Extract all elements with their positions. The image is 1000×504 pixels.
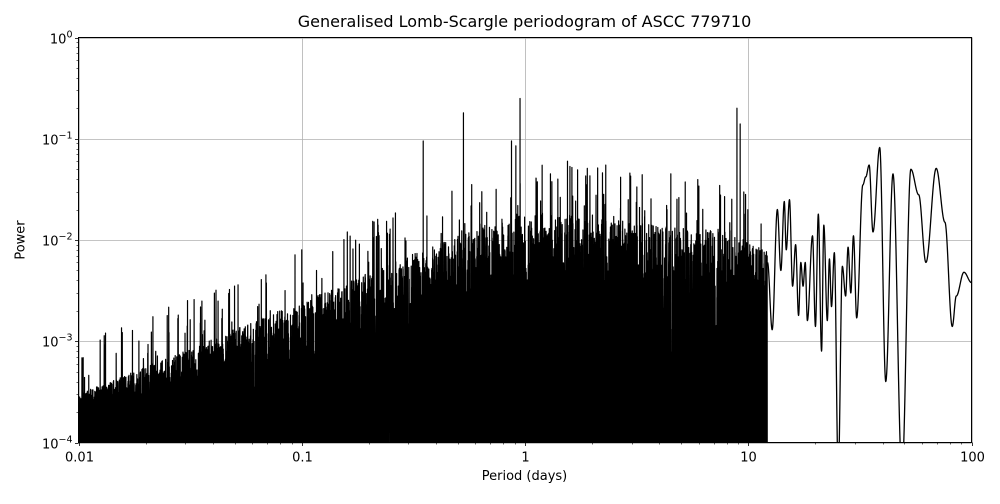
y-tick-label: 10−1 <box>42 131 73 149</box>
chart-title: Generalised Lomb-Scargle periodogram of … <box>297 12 752 31</box>
y-axis-label: Power <box>13 220 29 260</box>
data-series-gls-power <box>78 97 972 443</box>
x-axis-label: Period (days) <box>481 469 568 484</box>
y-tick-label: 10−4 <box>42 435 73 453</box>
y-axis-ticks: 10−4 10−3 10−2 10−1 100 <box>42 30 79 453</box>
x-tick-label: 10 <box>740 451 757 466</box>
y-tick-label: 10−2 <box>42 232 73 250</box>
axes-frame <box>78 37 972 443</box>
x-tick-label: 0.1 <box>292 451 313 466</box>
x-tick-label: 100 <box>960 451 985 466</box>
y-tick-label: 100 <box>50 30 73 48</box>
x-tick-label: 0.01 <box>65 451 94 466</box>
x-axis-ticks: 0.01 0.1 1 10 100 <box>65 442 985 466</box>
periodogram-smooth-segment <box>766 146 972 443</box>
periodogram-noisy-segment <box>78 97 768 443</box>
y-tick-label: 10−3 <box>42 333 73 351</box>
x-tick-label: 1 <box>521 451 529 466</box>
